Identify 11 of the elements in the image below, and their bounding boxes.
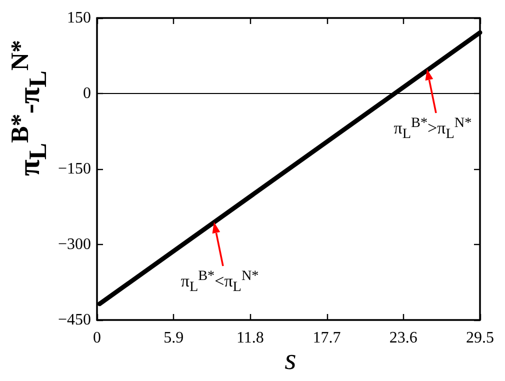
y-tick-label: −150 xyxy=(58,160,91,178)
y-tick-label: −300 xyxy=(58,236,91,253)
x-tick-label: 23.6 xyxy=(389,330,418,346)
x-tick-label: 5.9 xyxy=(164,330,184,346)
x-axis-title: s xyxy=(284,343,298,377)
y-tick-label: 150 xyxy=(67,10,91,26)
x-tick-label: 17.7 xyxy=(312,330,341,346)
y-tick-label: 0 xyxy=(83,85,91,102)
y-tick-label: −450 xyxy=(58,312,91,328)
x-tick-label: 11.8 xyxy=(236,330,264,346)
x-tick-label: 29.5 xyxy=(466,330,494,346)
